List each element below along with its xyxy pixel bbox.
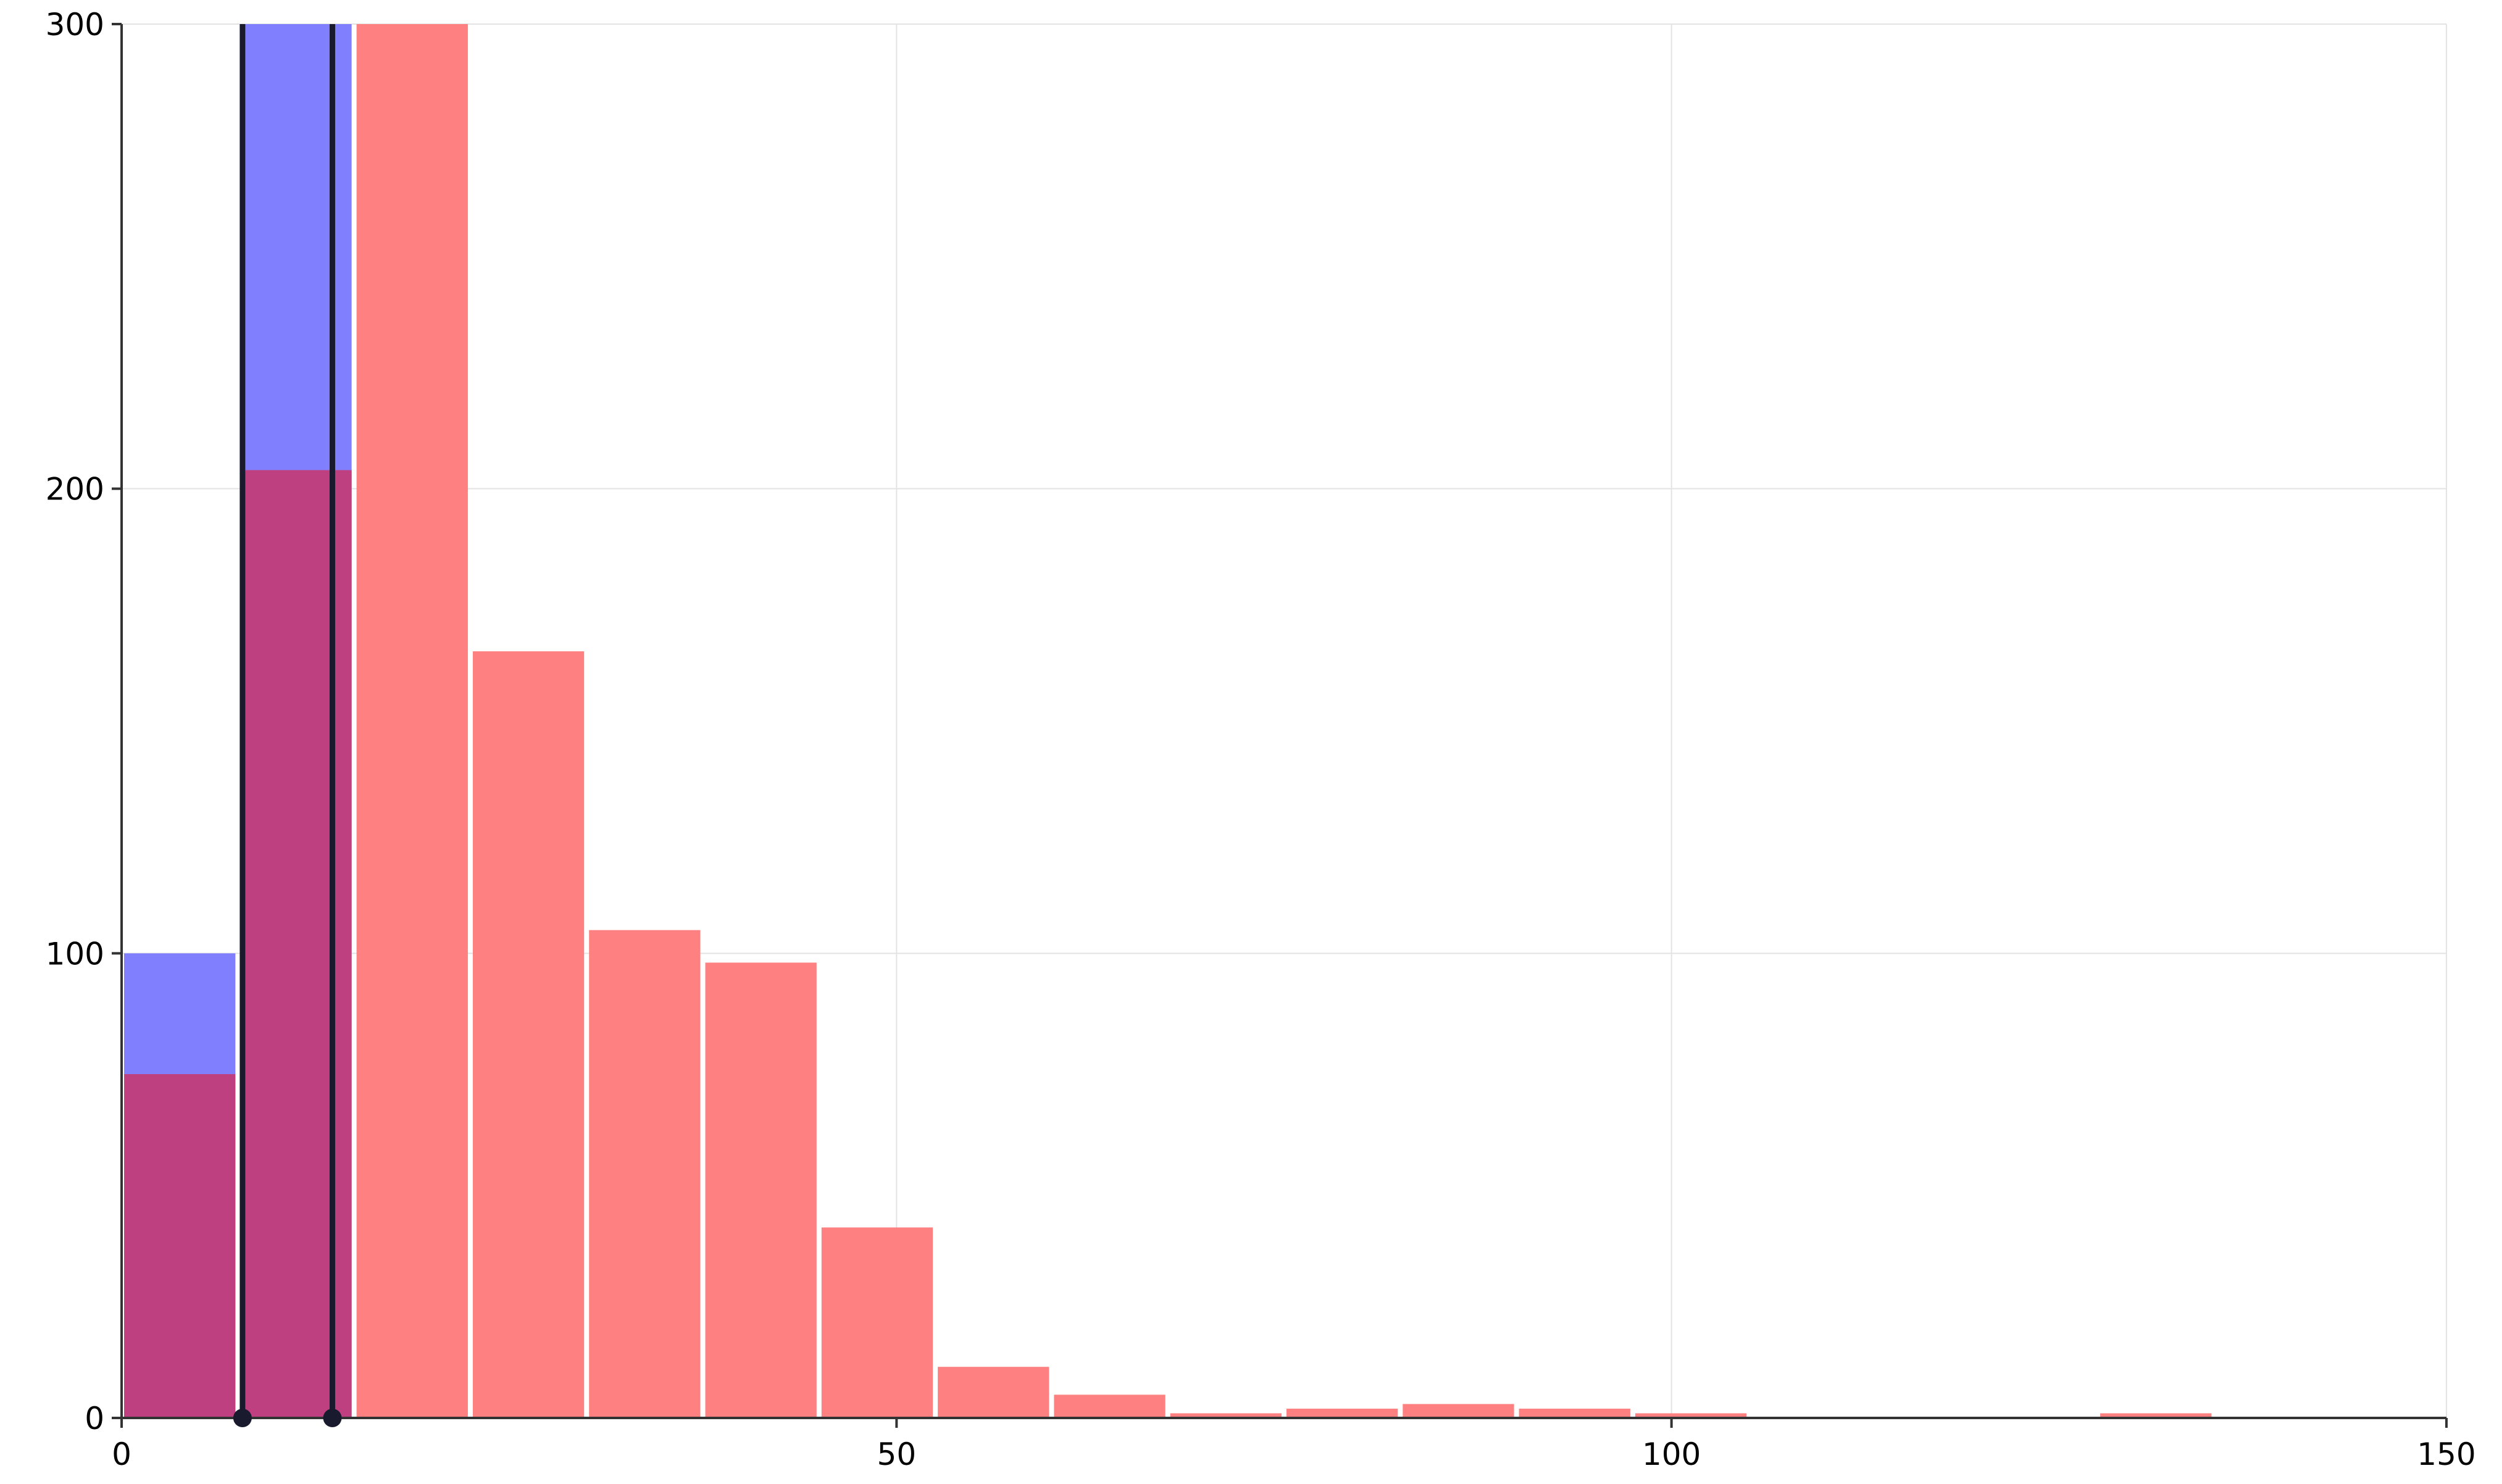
- y-tick-label: 0: [85, 1401, 104, 1436]
- red-bar: [356, 24, 468, 1418]
- red-bar: [821, 1227, 933, 1418]
- overlap-bar: [124, 1074, 236, 1418]
- y-tick-label: 100: [46, 936, 104, 972]
- marker-lines: [233, 24, 342, 1427]
- red-bar: [1170, 1413, 1282, 1418]
- x-tick-label: 100: [1642, 1436, 1701, 1472]
- overlap-bars: [124, 470, 352, 1418]
- x-tick-label: 50: [877, 1436, 917, 1472]
- red-bar: [2100, 1413, 2212, 1418]
- x-tick-label: 0: [112, 1436, 131, 1472]
- grid-layer: [121, 23, 2447, 1419]
- series-red-bars: [124, 24, 2212, 1418]
- marker-dot: [233, 1409, 252, 1427]
- red-bar: [1286, 1408, 1398, 1418]
- red-bar: [1635, 1413, 1747, 1418]
- red-bar: [472, 651, 585, 1418]
- axes-layer: [112, 23, 2448, 1428]
- x-tick-label: 150: [2417, 1436, 2475, 1472]
- red-bar: [705, 962, 817, 1418]
- red-bar: [589, 930, 701, 1418]
- red-bar: [1403, 1404, 1514, 1418]
- red-bar: [1054, 1394, 1166, 1418]
- y-tick-label: 200: [46, 472, 104, 507]
- tick-labels: 0 50 100 150 0 100 200 300: [46, 7, 2476, 1472]
- marker-dot: [323, 1409, 342, 1427]
- red-bar: [1519, 1408, 1630, 1418]
- y-tick-label: 300: [46, 7, 104, 43]
- red-bar: [938, 1367, 1049, 1418]
